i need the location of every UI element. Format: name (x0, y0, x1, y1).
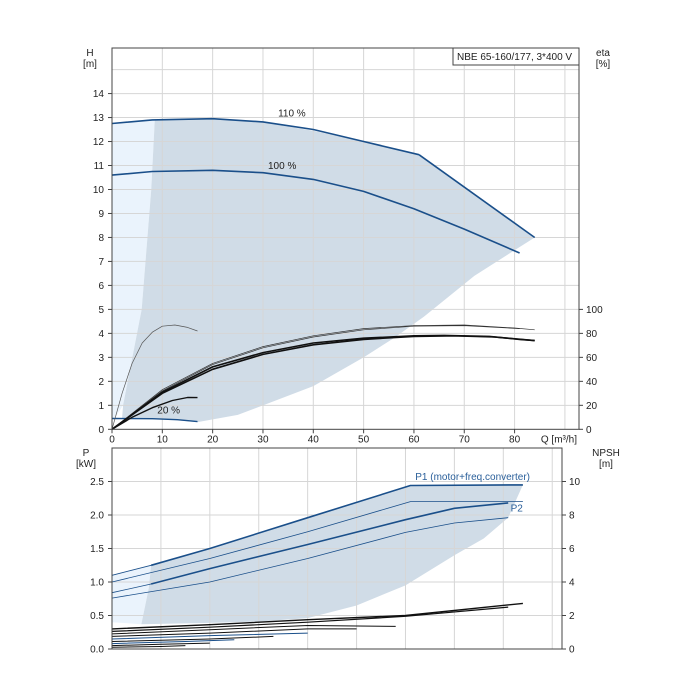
y-tick-label: 5 (98, 305, 104, 316)
y-tick-label: 1.5 (90, 544, 104, 555)
series-line-npsh-60 (111, 635, 274, 642)
series-line-p1-lower-thin (111, 501, 523, 583)
min-flow-region (112, 119, 155, 419)
series-line-p2 (150, 502, 509, 585)
x-tick-label: 60 (408, 434, 420, 445)
y2-tick-label: 80 (586, 329, 598, 340)
series-line-npsh-90 (111, 625, 396, 635)
y-tick-label: 0.0 (90, 645, 104, 656)
series-line-npsh-40 (111, 642, 210, 647)
axis-label-y2label: eta (596, 48, 610, 59)
y-tick-label: 0.5 (90, 611, 104, 622)
y-tick-label: 11 (94, 161, 105, 172)
axis-label-y2unit: [m] (599, 459, 613, 470)
x-tick-label: 40 (308, 434, 320, 445)
series-line-110- (111, 117, 420, 156)
y-tick-label: 0 (98, 425, 104, 436)
series-line-20- (111, 417, 198, 423)
series-line-npsh-80 (111, 628, 357, 637)
y2-tick-label: 0 (586, 425, 592, 436)
series-line-npsh-30 (111, 645, 186, 648)
series-line-npsh-70 (111, 632, 308, 640)
axis-label-ylabel: P (83, 448, 90, 459)
y2-tick-label: 4 (569, 578, 575, 589)
y2-tick-label: 40 (586, 377, 598, 388)
series-line-p1-motor-freq-converter- (150, 484, 523, 567)
series-label: 20 % (157, 406, 180, 417)
y-tick-label: 14 (93, 89, 105, 100)
y-tick-label: 2.5 (90, 477, 104, 488)
series-label: P2 (511, 504, 524, 515)
operating-region (141, 484, 523, 625)
y-tick-label: 9 (98, 209, 104, 220)
y2-tick-label: 8 (569, 511, 575, 522)
x-tick-label: 0 (109, 434, 115, 445)
y-tick-label: 7 (98, 257, 104, 268)
series-line-p2-left-thin (111, 583, 152, 594)
x-tick-label: 80 (509, 434, 521, 445)
chart-title: NBE 65-160/177, 3*400 V (457, 52, 572, 63)
axis-label-yunit: [kW] (76, 459, 96, 470)
y-tick-label: 2 (98, 377, 104, 388)
x-axis-label: Q [m³/h] (541, 434, 577, 445)
series-line-npsh-100 (111, 606, 509, 632)
y2-tick-label: 6 (569, 544, 575, 555)
axis-label-yunit: [m] (83, 59, 97, 70)
x-tick-label: 30 (257, 434, 269, 445)
series-line-p2-lower-thin (111, 517, 509, 599)
y-tick-label: 1.0 (90, 578, 104, 589)
series-line-eta-upper-thin-2 (111, 325, 520, 430)
x-tick-label: 20 (207, 434, 219, 445)
series-line-100- (111, 169, 520, 254)
series-line-npsh-110 (111, 602, 523, 630)
series-line-eta-min-speed (111, 324, 198, 430)
series-line-eta-110 (111, 335, 535, 430)
y2-tick-label: 100 (586, 305, 603, 316)
y-tick-label: 6 (98, 281, 104, 292)
series-line-npsh-50 (111, 639, 235, 645)
y2-tick-label: 0 (569, 645, 575, 656)
series-line-p1-left-thin (111, 564, 152, 576)
y2-tick-label: 2 (569, 611, 575, 622)
series-line-max-power-limit (418, 154, 536, 239)
y-tick-label: 13 (93, 113, 105, 124)
y2-tick-label: 20 (586, 401, 598, 412)
plot-frame (111, 47, 580, 430)
axis-label-ylabel: H (86, 48, 93, 59)
x-tick-label: 10 (157, 434, 169, 445)
series-label: 100 % (268, 161, 296, 172)
series-label: P1 (motor+freq.converter) (415, 472, 530, 483)
operating-region (122, 118, 535, 423)
y-tick-label: 8 (98, 233, 104, 244)
y-tick-label: 1 (98, 401, 104, 412)
y-tick-label: 2.0 (90, 511, 104, 522)
y2-tick-label: 60 (586, 353, 598, 364)
series-label: 110 % (278, 108, 306, 119)
series-line-eta-upper-thin (111, 324, 535, 430)
head-efficiency-plot: 110 %100 %20 %01234567891011121314020406… (83, 47, 611, 445)
x-tick-label: 70 (459, 434, 471, 445)
y-tick-label: 3 (98, 353, 104, 364)
axis-label-y2unit: [%] (596, 59, 611, 70)
y2-tick-label: 10 (569, 477, 581, 488)
x-tick-label: 50 (358, 434, 370, 445)
y-tick-label: 12 (93, 137, 105, 148)
y-tick-label: 4 (98, 329, 104, 340)
axis-label-y2label: NPSH (592, 448, 620, 459)
y-tick-label: 10 (93, 185, 105, 196)
series-line-eta-20 (111, 396, 198, 430)
title-box (452, 47, 580, 66)
power-npsh-plot: P1 (motor+freq.converter)P20.00.51.01.52… (76, 447, 620, 656)
